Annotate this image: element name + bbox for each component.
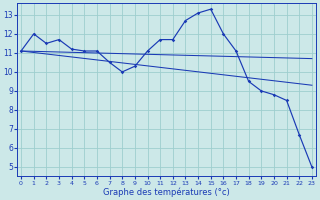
X-axis label: Graphe des températures (°c): Graphe des températures (°c) bbox=[103, 187, 230, 197]
